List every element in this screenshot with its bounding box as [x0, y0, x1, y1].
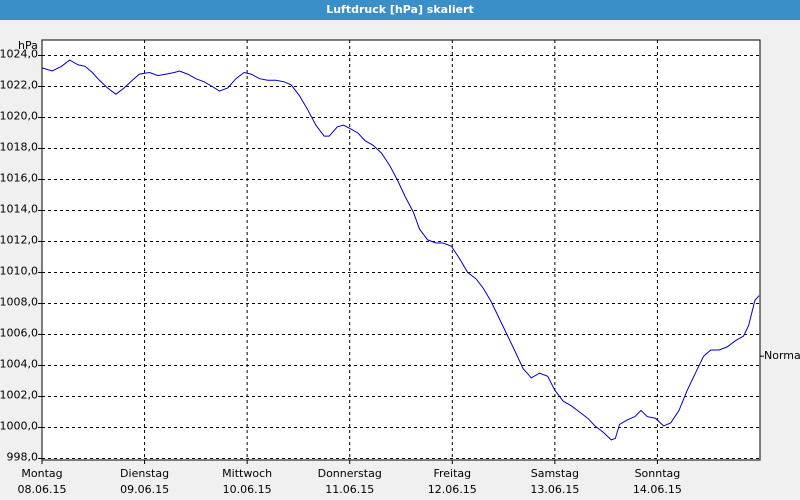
y-tick-label: 998,0 — [7, 450, 39, 463]
y-tick-label: 1024,0 — [0, 47, 38, 60]
x-tick-date: 09.06.15 — [120, 483, 169, 496]
y-unit: hPa — [18, 39, 38, 52]
x-tick-date: 14.06.15 — [633, 483, 682, 496]
x-tick-label: Montag — [21, 467, 62, 480]
x-tick-label: Dienstag — [120, 467, 169, 480]
title-bar — [0, 0, 800, 20]
plot-area — [41, 39, 761, 461]
y-tick-label: 1020,0 — [0, 109, 38, 122]
x-tick-label: Freitag — [433, 467, 471, 480]
y-tick-label: 1000,0 — [0, 419, 38, 432]
x-tick-date: 10.06.15 — [223, 483, 272, 496]
x-tick-label: Samstag — [531, 467, 579, 480]
y-tick-label: 1010,0 — [0, 264, 38, 277]
x-tick-label: Mittwoch — [222, 467, 272, 480]
x-tick-date: 11.06.15 — [325, 483, 374, 496]
x-tick-date: 12.06.15 — [428, 483, 477, 496]
chart-title: Luftdruck [hPa] skaliert — [326, 3, 474, 16]
y-tick-label: 1002,0 — [0, 388, 38, 401]
y-tick-label: 1014,0 — [0, 202, 38, 215]
y-tick-label: 1012,0 — [0, 233, 38, 246]
x-tick-label: Donnerstag — [318, 467, 382, 480]
y-tick-label: 1008,0 — [0, 295, 38, 308]
y-tick-label: 1016,0 — [0, 171, 38, 184]
y-tick-label: 1018,0 — [0, 140, 38, 153]
normal-label: Normal — [764, 349, 800, 362]
x-tick-label: Sonntag — [635, 467, 681, 480]
x-tick-date: 13.06.15 — [530, 483, 579, 496]
y-tick-label: 1022,0 — [0, 78, 38, 91]
pressure-line — [41, 59, 760, 441]
y-tick-label: 1006,0 — [0, 326, 38, 339]
x-tick-date: 08.06.15 — [18, 483, 67, 496]
y-tick-label: 1004,0 — [0, 357, 38, 370]
